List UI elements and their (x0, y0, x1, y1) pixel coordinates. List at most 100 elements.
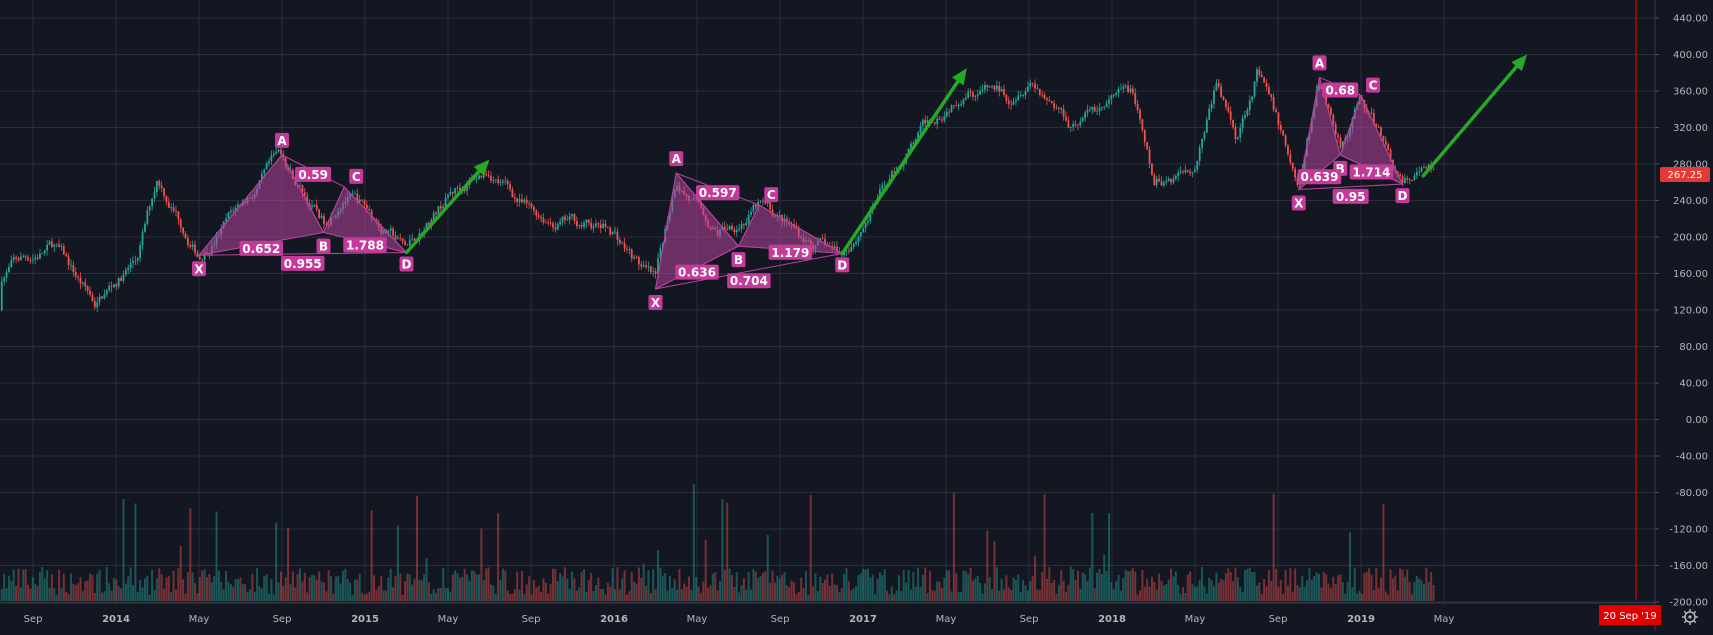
candle-body (575, 221, 578, 227)
volume-bar (1201, 567, 1204, 601)
volume-bar (217, 570, 220, 601)
volume-bar (46, 570, 49, 601)
volume-bar (680, 589, 683, 601)
volume-bar (89, 573, 92, 601)
price-axis[interactable]: 440.00 400.00 360.00 320.00 280.00 240.00 200.… (1654, 0, 1708, 631)
volume-bar (702, 581, 705, 601)
candle-body (754, 204, 757, 208)
candle-body (769, 201, 772, 210)
volume-bar (1136, 594, 1139, 601)
volume-bar (1236, 577, 1239, 601)
volume-bar (1148, 586, 1151, 601)
candle-body (845, 250, 848, 252)
candle-body (1377, 127, 1380, 128)
volume-bar (112, 578, 115, 601)
candle-body (270, 155, 273, 162)
volume-bar (442, 568, 445, 601)
volume-bar (537, 586, 540, 601)
volume-bar (1308, 568, 1311, 601)
volume-bar (597, 577, 600, 601)
volume-bar (790, 580, 793, 601)
volume-bar (933, 590, 936, 601)
candle-body (847, 250, 850, 252)
candle-body (124, 270, 127, 275)
candle-body (167, 202, 170, 208)
volume-bar (1306, 580, 1309, 601)
volume-bar (652, 569, 655, 601)
volume-bar (1246, 568, 1249, 601)
volume-bar (611, 567, 614, 601)
candle-body (401, 238, 404, 242)
candle-body (485, 173, 488, 176)
volume-bar (186, 572, 189, 601)
volume-bar (1186, 574, 1189, 601)
end-date-label: 20 Sep '19 (1603, 611, 1656, 622)
candle-body (3, 277, 6, 282)
volume-bar (50, 574, 53, 601)
volume-bar (1105, 570, 1108, 601)
candle-body (1172, 178, 1175, 183)
candle-body (22, 256, 25, 258)
volume-bar (1127, 571, 1130, 601)
candle-body (19, 256, 22, 261)
candle-body (58, 244, 60, 248)
volume-bar (1043, 494, 1046, 601)
candle-body (318, 209, 321, 219)
candle-body (1332, 114, 1335, 124)
volume-bar (738, 592, 741, 601)
volume-bar (34, 583, 37, 601)
volume-bar (895, 590, 898, 601)
harmonic-pattern[interactable]: X A B C D 0.59 0.652 1.788 0.955 (192, 132, 414, 277)
volume-bar (835, 585, 838, 601)
volume-bar (1291, 591, 1294, 601)
candle-body (972, 92, 974, 97)
candle-body (65, 254, 68, 257)
volume-bar (580, 572, 583, 601)
candle-body (129, 262, 132, 268)
candle-body (170, 207, 173, 209)
time-axis[interactable]: Sep 2014 May Sep 2015 May Sep 2016 May Sep 2017 May… (0, 602, 1655, 625)
candle-body (1201, 138, 1203, 148)
volume-bar (795, 593, 798, 601)
candle-body (196, 252, 199, 257)
volume-bar (1091, 513, 1094, 601)
candle-body (1251, 96, 1254, 101)
volume-bar (1387, 594, 1390, 601)
candle-body (513, 196, 516, 199)
volume-bar (244, 584, 247, 601)
candle-body (413, 238, 416, 241)
candle-body (146, 210, 149, 224)
volume-bar (365, 593, 368, 601)
volume-bar (881, 575, 884, 601)
candle-body (833, 246, 836, 249)
pattern-leg (1360, 95, 1403, 185)
volume-bar (408, 574, 411, 601)
ratio-label: 0.704 (730, 274, 768, 288)
candle-body (1384, 140, 1387, 145)
settings-gear-icon[interactable] (1682, 609, 1698, 625)
volume-bar (668, 576, 671, 601)
volume-bar (917, 567, 920, 601)
volume-bar (1384, 591, 1387, 601)
volume-bar (1067, 584, 1070, 601)
y-tick-label: 240.00 (1673, 196, 1708, 207)
volume-bar (253, 591, 256, 601)
volume-bar (1377, 587, 1380, 601)
x-tick-label: Sep (771, 614, 790, 625)
pattern-leg (655, 173, 677, 290)
volume-bar (189, 508, 192, 601)
volume-bar (523, 593, 526, 601)
volume-bar (692, 484, 695, 601)
harmonic-pattern[interactable]: X A B C D 0.68 0.639 1.714 0.95 (1291, 55, 1410, 211)
candle-body (50, 241, 53, 247)
candle-body (1067, 120, 1070, 128)
y-tick-label: -160.00 (1669, 561, 1708, 572)
candle-body (144, 223, 146, 232)
candle-body (179, 219, 182, 228)
candle-body (1174, 175, 1177, 179)
volume-bar (289, 583, 292, 601)
volume-bar (711, 573, 714, 601)
